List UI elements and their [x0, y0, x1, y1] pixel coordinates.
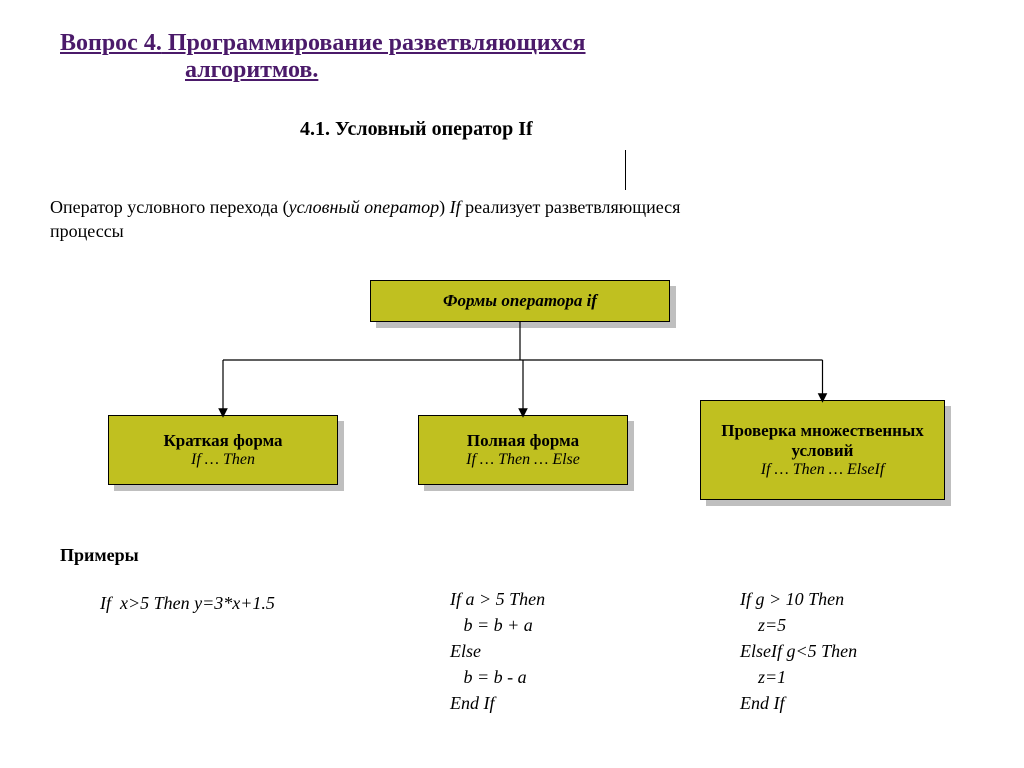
child-subtitle: If … Then … Else	[466, 451, 580, 469]
child-title: Краткая форма	[163, 431, 282, 451]
title-prefix: Вопрос 4.	[60, 30, 162, 56]
child-subtitle: If … Then	[191, 451, 255, 469]
title-line2-text: алгоритмов.	[185, 57, 586, 84]
child-box-elseif-form: Проверка множественных условий If … Then…	[700, 400, 945, 500]
title-line1-text: Программирование разветвляющихся	[162, 30, 586, 56]
subtitle: 4.1. Условный оператор If	[300, 118, 533, 141]
root-box: Формы оператора if	[370, 280, 670, 322]
page-title: Вопрос 4. Программирование разветвляющих…	[60, 30, 586, 84]
intro-text: Оператор условного перехода (условный оп…	[50, 195, 680, 244]
vertical-divider	[625, 150, 626, 190]
child-title: Полная форма	[467, 431, 579, 451]
child-title: Проверка множественных условий	[713, 421, 933, 461]
example-elseif: If g > 10 Then z=5 ElseIf g<5 Then z=1 E…	[740, 586, 857, 716]
root-box-title: Формы оператора if	[443, 291, 597, 311]
example-full: If a > 5 Then b = b + a Else b = b - a E…	[450, 586, 545, 716]
child-box-short-form: Краткая форма If … Then	[108, 415, 338, 485]
examples-label: Примеры	[60, 545, 139, 566]
child-subtitle: If … Then … ElseIf	[761, 461, 885, 479]
example-short: If x>5 Then y=3*x+1.5	[100, 590, 275, 616]
child-box-full-form: Полная форма If … Then … Else	[418, 415, 628, 485]
